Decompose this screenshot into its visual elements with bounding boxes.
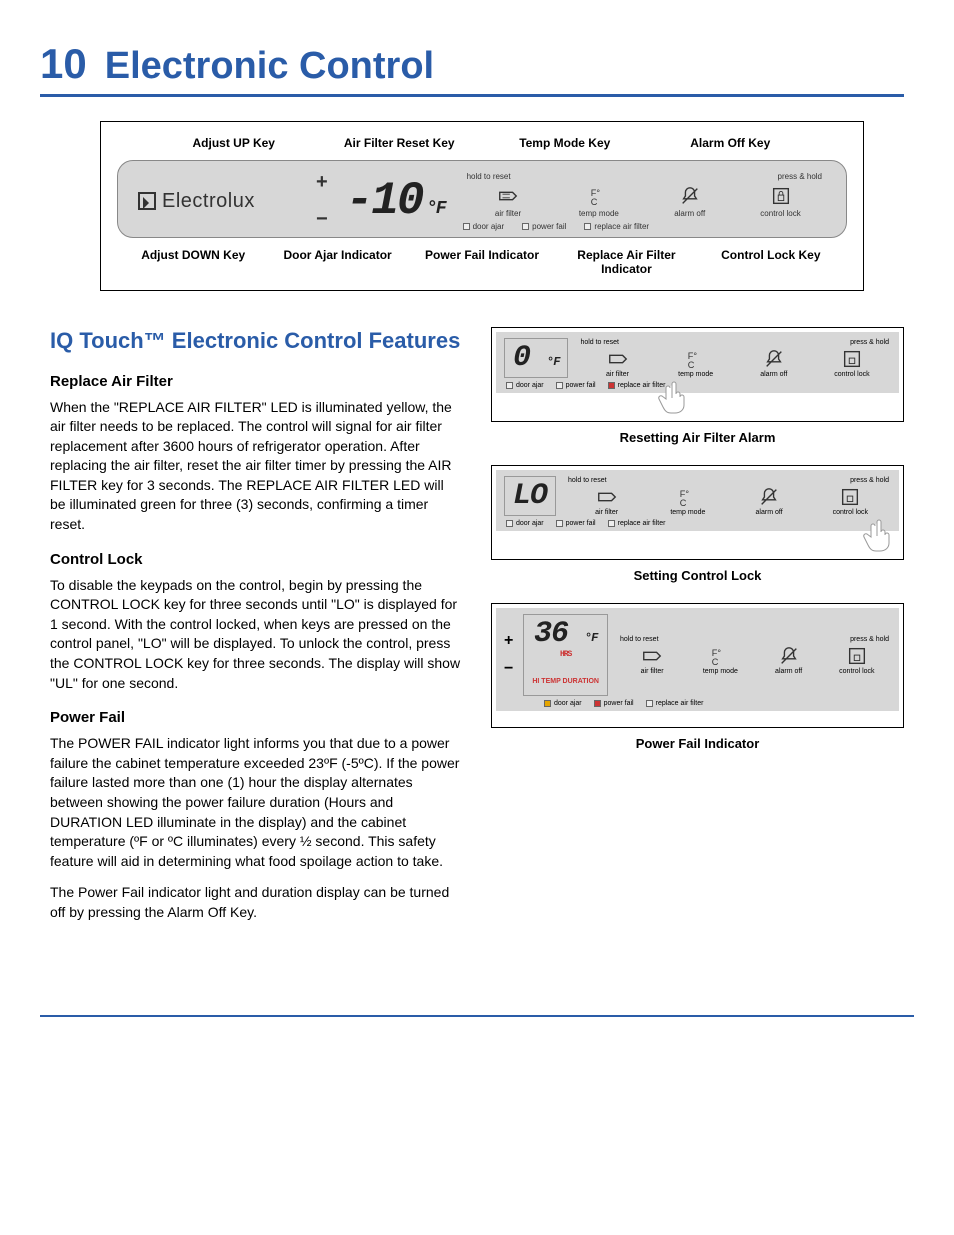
label-adjust-up: Adjust UP Key bbox=[151, 136, 317, 150]
label-temp-mode: Temp Mode Key bbox=[482, 136, 648, 150]
page-number: 10 bbox=[40, 40, 87, 88]
diagram-bottom-labels: Adjust DOWN Key Door Ajar Indicator Powe… bbox=[111, 248, 853, 276]
air-filter-icon bbox=[497, 185, 519, 207]
page-header: 10 Electronic Control bbox=[40, 40, 904, 97]
control-lock-icon bbox=[846, 645, 868, 667]
mini1-display: 0 °F bbox=[504, 338, 568, 378]
control-lock-icon bbox=[841, 348, 863, 370]
control-panel: Electrolux + − -10 °F hold to reset pres… bbox=[117, 160, 847, 238]
control-lock-key[interactable]: control lock bbox=[757, 185, 805, 218]
brand-logo: Electrolux bbox=[138, 190, 298, 213]
air-filter-icon bbox=[607, 348, 629, 370]
figure-reset-air-filter: 0 °F hold to resetpress & hold air filte… bbox=[491, 327, 904, 422]
heading-power-fail: Power Fail bbox=[50, 709, 463, 726]
figure-column: 0 °F hold to resetpress & hold air filte… bbox=[491, 327, 904, 935]
label-adjust-down: Adjust DOWN Key bbox=[121, 248, 265, 276]
hint-hold-reset: hold to reset bbox=[467, 172, 511, 181]
para-control-lock: To disable the keypads on the control, b… bbox=[50, 576, 463, 694]
figure-power-fail: + − 36 °FHRS HI TEMP DURATION hold to re… bbox=[491, 603, 904, 728]
label-control-lock: Control Lock Key bbox=[699, 248, 843, 276]
heading-replace-air-filter: Replace Air Filter bbox=[50, 373, 463, 390]
label-alarm-off: Alarm Off Key bbox=[648, 136, 814, 150]
mini3-air-filter-key[interactable]: air filter bbox=[630, 645, 674, 675]
plus-icon[interactable]: + bbox=[316, 171, 328, 194]
adjust-keys: + − bbox=[316, 171, 328, 231]
minus-icon[interactable]: − bbox=[504, 660, 513, 678]
para-power-fail-1: The POWER FAIL indicator light informs y… bbox=[50, 734, 463, 871]
temp-mode-icon: F°C bbox=[685, 348, 707, 370]
control-panel-diagram: Adjust UP Key Air Filter Reset Key Temp … bbox=[100, 121, 864, 291]
mini1-air-filter-key[interactable]: air filter bbox=[596, 348, 640, 378]
svg-text:C: C bbox=[680, 498, 687, 508]
para-replace-air-filter: When the "REPLACE AIR FILTER" LED is ill… bbox=[50, 398, 463, 535]
air-filter-icon bbox=[641, 645, 663, 667]
figure-setting-control-lock: LO hold to resetpress & hold air filter … bbox=[491, 465, 904, 560]
alarm-off-icon bbox=[763, 348, 785, 370]
hand-pointer-icon bbox=[652, 379, 692, 419]
alarm-off-key[interactable]: alarm off bbox=[666, 185, 714, 218]
display-unit: °F bbox=[427, 199, 445, 219]
svg-text:C: C bbox=[591, 197, 598, 207]
mini3-temp-mode-key[interactable]: F°Ctemp mode bbox=[698, 645, 742, 675]
power-fail-indicator: power fail bbox=[522, 222, 566, 231]
footer-rule bbox=[40, 1015, 914, 1017]
mini3-control-lock-key[interactable]: control lock bbox=[835, 645, 879, 675]
temp-mode-key[interactable]: F°C temp mode bbox=[575, 185, 623, 218]
alarm-off-icon bbox=[778, 645, 800, 667]
mini3-display: 36 °FHRS HI TEMP DURATION bbox=[523, 614, 608, 696]
para-power-fail-2: The Power Fail indicator light and durat… bbox=[50, 883, 463, 922]
control-lock-icon bbox=[770, 185, 792, 207]
alarm-off-icon bbox=[758, 486, 780, 508]
hand-pointer-icon bbox=[857, 517, 897, 557]
temp-mode-icon: F°C bbox=[677, 486, 699, 508]
minus-icon[interactable]: − bbox=[316, 208, 328, 231]
mini2-temp-mode-key[interactable]: F°Ctemp mode bbox=[666, 486, 710, 516]
replace-air-filter-indicator: replace air filter bbox=[584, 222, 649, 231]
svg-text:C: C bbox=[687, 360, 694, 370]
alarm-off-icon bbox=[679, 185, 701, 207]
door-ajar-indicator: door ajar bbox=[463, 222, 505, 231]
mini2-display: LO bbox=[504, 476, 556, 516]
hint-press-hold: press & hold bbox=[778, 172, 822, 181]
plus-icon[interactable]: + bbox=[504, 632, 513, 650]
label-power-fail: Power Fail Indicator bbox=[410, 248, 554, 276]
display-value: -10 bbox=[346, 175, 423, 227]
section-title: IQ Touch™ Electronic Control Features bbox=[50, 327, 463, 355]
heading-control-lock: Control Lock bbox=[50, 551, 463, 568]
brand-text: Electrolux bbox=[162, 190, 255, 213]
mini3-alarm-off-key[interactable]: alarm off bbox=[767, 645, 811, 675]
page-title: Electronic Control bbox=[105, 45, 434, 88]
mini1-temp-mode-key[interactable]: F°Ctemp mode bbox=[674, 348, 718, 378]
caption-reset-air-filter: Resetting Air Filter Alarm bbox=[491, 430, 904, 445]
label-air-filter-reset: Air Filter Reset Key bbox=[317, 136, 483, 150]
control-lock-icon bbox=[839, 486, 861, 508]
air-filter-key[interactable]: air filter bbox=[484, 185, 532, 218]
electrolux-icon bbox=[138, 192, 156, 210]
air-filter-icon bbox=[596, 486, 618, 508]
mini2-alarm-off-key[interactable]: alarm off bbox=[747, 486, 791, 516]
temp-mode-icon: F°C bbox=[709, 645, 731, 667]
label-replace-filter: Replace Air Filter Indicator bbox=[554, 248, 698, 276]
text-column: IQ Touch™ Electronic Control Features Re… bbox=[50, 327, 463, 935]
caption-power-fail: Power Fail Indicator bbox=[491, 736, 904, 751]
mini1-control-lock-key[interactable]: control lock bbox=[830, 348, 874, 378]
label-door-ajar: Door Ajar Indicator bbox=[265, 248, 409, 276]
svg-text:C: C bbox=[712, 657, 719, 667]
temperature-display: -10 °F bbox=[346, 175, 445, 227]
diagram-top-labels: Adjust UP Key Air Filter Reset Key Temp … bbox=[111, 136, 853, 150]
temp-mode-icon: F°C bbox=[588, 185, 610, 207]
caption-setting-control-lock: Setting Control Lock bbox=[491, 568, 904, 583]
mini1-alarm-off-key[interactable]: alarm off bbox=[752, 348, 796, 378]
mini2-control-lock-key[interactable]: control lock bbox=[828, 486, 872, 516]
mini2-air-filter-key[interactable]: air filter bbox=[585, 486, 629, 516]
